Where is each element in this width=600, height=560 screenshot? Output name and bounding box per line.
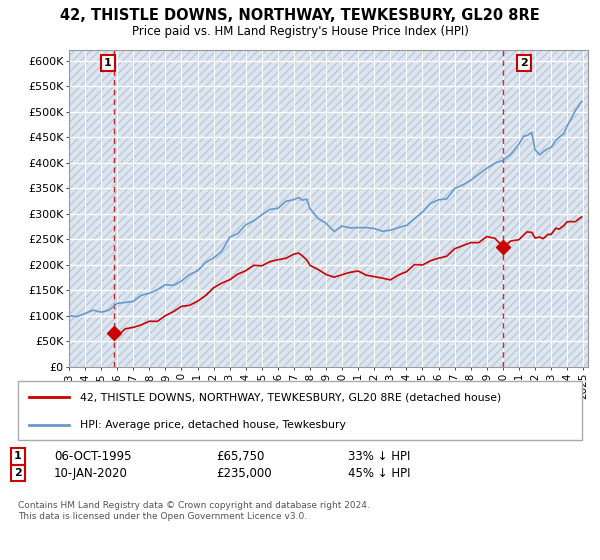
Text: £235,000: £235,000	[216, 466, 272, 480]
Text: 2: 2	[14, 468, 22, 478]
Text: 33% ↓ HPI: 33% ↓ HPI	[348, 450, 410, 463]
Text: 42, THISTLE DOWNS, NORTHWAY, TEWKESBURY, GL20 8RE: 42, THISTLE DOWNS, NORTHWAY, TEWKESBURY,…	[60, 8, 540, 24]
Text: 1: 1	[14, 451, 22, 461]
Text: 06-OCT-1995: 06-OCT-1995	[54, 450, 131, 463]
Text: HPI: Average price, detached house, Tewkesbury: HPI: Average price, detached house, Tewk…	[80, 420, 346, 430]
Text: 2: 2	[520, 58, 528, 68]
Text: Contains HM Land Registry data © Crown copyright and database right 2024.
This d: Contains HM Land Registry data © Crown c…	[18, 501, 370, 521]
Text: 42, THISTLE DOWNS, NORTHWAY, TEWKESBURY, GL20 8RE (detached house): 42, THISTLE DOWNS, NORTHWAY, TEWKESBURY,…	[80, 392, 501, 402]
Text: 10-JAN-2020: 10-JAN-2020	[54, 466, 128, 480]
Text: Price paid vs. HM Land Registry's House Price Index (HPI): Price paid vs. HM Land Registry's House …	[131, 25, 469, 38]
FancyBboxPatch shape	[18, 381, 582, 440]
Text: £65,750: £65,750	[216, 450, 265, 463]
Text: 1: 1	[104, 58, 112, 68]
Text: 45% ↓ HPI: 45% ↓ HPI	[348, 466, 410, 480]
